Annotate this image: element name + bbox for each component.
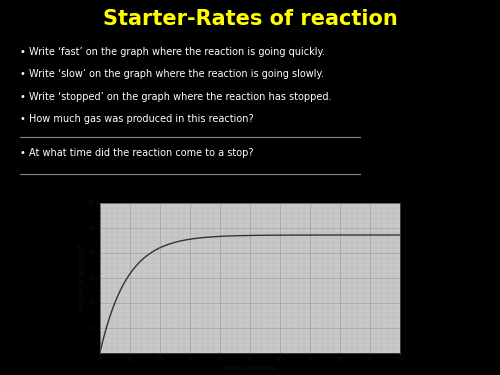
- Y-axis label: volume of gas (cm³): volume of gas (cm³): [78, 242, 85, 313]
- Text: • Write ‘stopped’ on the graph where the reaction has stopped.: • Write ‘stopped’ on the graph where the…: [20, 92, 332, 102]
- Text: • Write ‘slow’ on the graph where the reaction is going slowly.: • Write ‘slow’ on the graph where the re…: [20, 69, 324, 80]
- X-axis label: time (seconds): time (seconds): [224, 364, 276, 371]
- Text: • Write ‘fast’ on the graph where the reaction is going quickly.: • Write ‘fast’ on the graph where the re…: [20, 47, 325, 57]
- Text: • At what time did the reaction come to a stop?: • At what time did the reaction come to …: [20, 148, 254, 158]
- Text: • How much gas was produced in this reaction?: • How much gas was produced in this reac…: [20, 114, 254, 125]
- Text: Starter-Rates of reaction: Starter-Rates of reaction: [102, 9, 398, 29]
